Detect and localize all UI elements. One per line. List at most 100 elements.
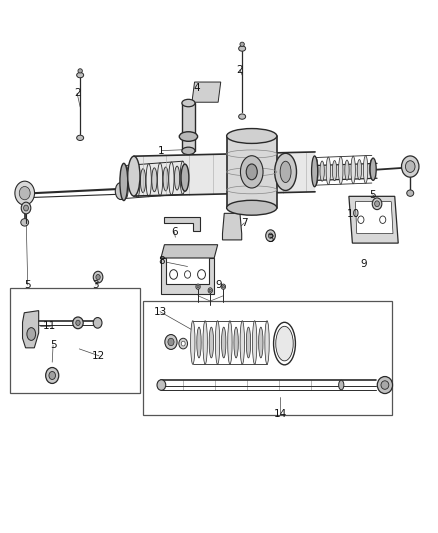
Polygon shape: [22, 311, 39, 348]
Ellipse shape: [157, 379, 166, 390]
Ellipse shape: [179, 132, 198, 141]
Ellipse shape: [246, 327, 251, 358]
Ellipse shape: [163, 167, 168, 191]
Ellipse shape: [152, 168, 157, 192]
Ellipse shape: [380, 216, 386, 223]
Ellipse shape: [174, 166, 180, 190]
Ellipse shape: [326, 157, 331, 185]
Ellipse shape: [358, 216, 364, 223]
Polygon shape: [161, 258, 214, 294]
Ellipse shape: [226, 128, 277, 143]
Ellipse shape: [182, 99, 195, 107]
Ellipse shape: [96, 274, 100, 280]
Ellipse shape: [27, 328, 35, 341]
Ellipse shape: [141, 168, 146, 192]
Text: 10: 10: [347, 209, 360, 220]
Ellipse shape: [15, 181, 35, 205]
Text: 13: 13: [153, 306, 167, 317]
Ellipse shape: [165, 335, 177, 350]
Ellipse shape: [208, 288, 212, 293]
Ellipse shape: [49, 372, 56, 379]
Ellipse shape: [370, 158, 376, 180]
Ellipse shape: [381, 381, 389, 389]
Ellipse shape: [180, 161, 185, 194]
Ellipse shape: [357, 159, 362, 180]
Text: 1: 1: [158, 146, 165, 156]
Ellipse shape: [372, 198, 382, 209]
Ellipse shape: [402, 156, 419, 177]
Ellipse shape: [146, 164, 151, 197]
Ellipse shape: [332, 160, 337, 181]
Text: 14: 14: [273, 409, 287, 419]
Text: 5: 5: [50, 340, 57, 350]
Ellipse shape: [351, 156, 355, 184]
Ellipse shape: [197, 327, 201, 358]
Ellipse shape: [226, 200, 277, 215]
Polygon shape: [192, 82, 221, 102]
Ellipse shape: [184, 271, 191, 278]
Ellipse shape: [124, 165, 129, 198]
Ellipse shape: [181, 341, 185, 346]
Ellipse shape: [169, 162, 174, 195]
Polygon shape: [163, 216, 200, 231]
Ellipse shape: [77, 72, 84, 78]
Ellipse shape: [259, 327, 263, 358]
Ellipse shape: [240, 42, 244, 46]
Polygon shape: [349, 196, 398, 243]
Ellipse shape: [197, 285, 199, 288]
Ellipse shape: [196, 284, 200, 289]
Ellipse shape: [239, 46, 246, 51]
Ellipse shape: [191, 321, 195, 365]
Ellipse shape: [168, 338, 174, 346]
Ellipse shape: [240, 321, 244, 365]
Ellipse shape: [364, 156, 368, 183]
Text: 3: 3: [267, 234, 274, 244]
Ellipse shape: [345, 160, 349, 180]
Ellipse shape: [276, 326, 293, 361]
Ellipse shape: [377, 376, 392, 393]
Ellipse shape: [374, 201, 379, 207]
Text: 4: 4: [194, 83, 201, 93]
Ellipse shape: [234, 327, 238, 358]
Polygon shape: [182, 103, 195, 151]
Ellipse shape: [370, 159, 374, 179]
Polygon shape: [356, 201, 393, 233]
Ellipse shape: [170, 270, 177, 279]
Ellipse shape: [135, 165, 140, 198]
Ellipse shape: [209, 289, 212, 292]
Ellipse shape: [21, 219, 28, 226]
Text: 6: 6: [171, 227, 178, 237]
Bar: [143, 301, 392, 415]
Ellipse shape: [268, 233, 273, 238]
Text: 2: 2: [237, 65, 243, 75]
Ellipse shape: [239, 114, 246, 119]
Ellipse shape: [240, 156, 263, 188]
Ellipse shape: [73, 317, 83, 329]
Ellipse shape: [93, 318, 102, 328]
Ellipse shape: [182, 147, 195, 155]
Ellipse shape: [252, 321, 257, 365]
Ellipse shape: [215, 321, 220, 365]
Ellipse shape: [129, 169, 134, 193]
Ellipse shape: [179, 338, 187, 349]
Ellipse shape: [265, 321, 269, 365]
Ellipse shape: [46, 368, 59, 383]
Ellipse shape: [115, 182, 126, 199]
Ellipse shape: [314, 158, 318, 185]
Ellipse shape: [266, 230, 276, 241]
Ellipse shape: [339, 380, 344, 390]
Ellipse shape: [181, 164, 189, 191]
Text: 5: 5: [25, 280, 31, 290]
Ellipse shape: [339, 157, 343, 184]
Text: 5: 5: [369, 190, 376, 200]
Text: 3: 3: [92, 280, 99, 290]
Polygon shape: [134, 152, 315, 196]
Ellipse shape: [203, 321, 207, 365]
Ellipse shape: [120, 163, 128, 200]
Ellipse shape: [407, 190, 414, 196]
Polygon shape: [315, 164, 377, 180]
Ellipse shape: [228, 321, 232, 365]
Ellipse shape: [275, 154, 297, 190]
Ellipse shape: [209, 327, 214, 358]
Ellipse shape: [24, 205, 28, 211]
